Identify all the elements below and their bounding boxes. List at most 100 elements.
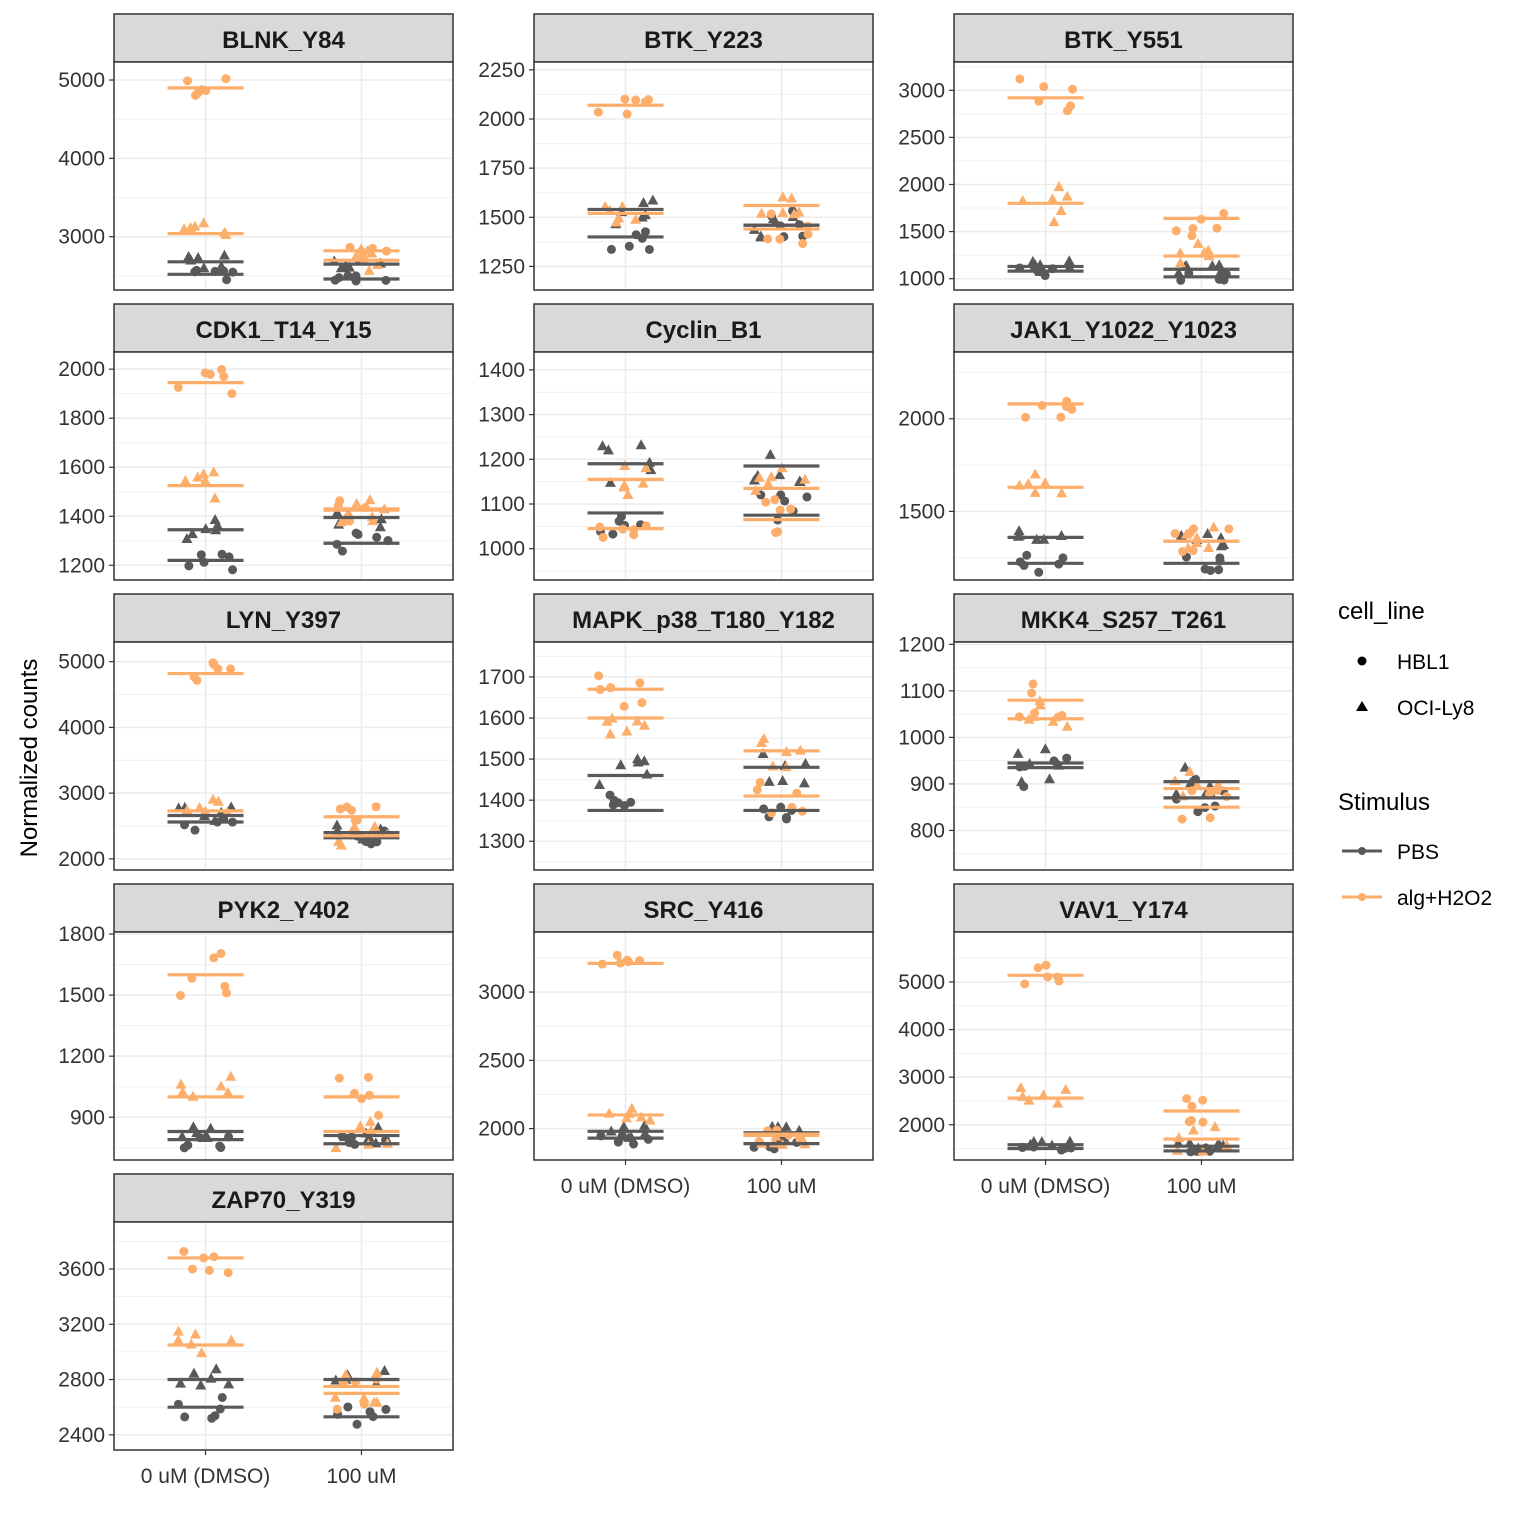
- data-point-hbl1: [1188, 524, 1198, 534]
- panel-mapk-p38-t180-y182: MAPK_p38_T180_Y182 1300 1400 1500 1600 1700: [478, 593, 874, 871]
- panel-border: [953, 931, 1294, 1161]
- data-point-ocily8: [636, 211, 648, 222]
- data-point-ocily8: [626, 1102, 638, 1113]
- data-point-ocily8: [330, 1142, 342, 1153]
- data-point-ocily8: [215, 1080, 227, 1091]
- data-point-hbl1: [1193, 807, 1203, 817]
- panel-title: LYN_Y397: [226, 607, 341, 634]
- data-point-hbl1: [215, 1141, 225, 1151]
- y-tick-label: 1200: [478, 448, 525, 471]
- data-point-hbl1: [1027, 688, 1037, 698]
- data-point-ocily8: [593, 779, 605, 790]
- data-point-ocily8: [1060, 1083, 1072, 1094]
- panel-border: [533, 931, 874, 1161]
- data-point-hbl1: [605, 790, 615, 800]
- plot-background: [954, 932, 1293, 1160]
- data-point-hbl1: [771, 528, 781, 538]
- data-point-ocily8: [1039, 477, 1051, 488]
- data-point-ocily8: [369, 820, 381, 831]
- data-point-ocily8: [225, 1070, 237, 1081]
- data-point-ocily8: [777, 207, 789, 218]
- data-point-ocily8: [798, 777, 810, 788]
- data-point-hbl1: [221, 74, 231, 84]
- data-point-ocily8: [199, 475, 211, 486]
- data-point-ocily8: [354, 1120, 366, 1131]
- data-point-ocily8: [1015, 1081, 1027, 1092]
- data-point-ocily8: [604, 476, 616, 487]
- data-point-hbl1: [175, 990, 185, 1000]
- x-tick-label: 0 uM (DMSO): [981, 1175, 1111, 1198]
- plot-background: [114, 352, 453, 580]
- data-point-hbl1: [335, 496, 345, 506]
- data-point-hbl1: [374, 1110, 384, 1120]
- data-point-hbl1: [207, 1413, 217, 1423]
- y-tick-label: 3200: [58, 1313, 105, 1336]
- data-point-hbl1: [1219, 208, 1229, 218]
- panel-border: [113, 61, 454, 291]
- panel-title: CDK1_T14_Y15: [195, 317, 371, 344]
- data-point-hbl1: [371, 802, 381, 812]
- panel-strip: [113, 13, 454, 63]
- data-point-ocily8: [758, 733, 770, 744]
- legend-key-alg-point: [1358, 893, 1366, 901]
- data-point-ocily8: [200, 1129, 212, 1140]
- data-point-hbl1: [1187, 231, 1197, 241]
- panel-jak1-y1022-y1023: JAK1_Y1022_Y1023 1500 2000: [898, 303, 1294, 581]
- data-point-hbl1: [608, 529, 618, 539]
- data-point-ocily8: [639, 719, 651, 730]
- data-point-ocily8: [610, 216, 622, 227]
- panel-strip: [113, 593, 454, 643]
- panel-border: [533, 61, 874, 291]
- plot-background: [114, 932, 453, 1160]
- data-point-hbl1: [180, 1412, 190, 1422]
- panel-border: [953, 61, 1294, 291]
- data-point-ocily8: [777, 191, 789, 202]
- panel-strip: [953, 303, 1294, 353]
- data-point-ocily8: [350, 250, 362, 261]
- panel-border: [113, 1221, 454, 1451]
- data-point-ocily8: [1170, 788, 1182, 799]
- data-point-ocily8: [597, 440, 609, 451]
- data-point-hbl1: [227, 389, 237, 399]
- data-point-hbl1: [213, 664, 223, 674]
- data-point-hbl1: [786, 504, 796, 514]
- data-point-ocily8: [1012, 747, 1024, 758]
- data-point-ocily8: [363, 264, 375, 275]
- data-point-hbl1: [179, 1247, 189, 1257]
- y-tick-label: 4000: [58, 716, 105, 739]
- data-point-hbl1: [775, 234, 785, 244]
- data-point-ocily8: [1203, 541, 1215, 552]
- data-point-hbl1: [763, 234, 773, 244]
- data-point-ocily8: [1055, 204, 1067, 215]
- y-tick-label: 1500: [478, 748, 525, 771]
- data-point-ocily8: [223, 1378, 235, 1389]
- data-point-ocily8: [1044, 773, 1056, 784]
- data-point-hbl1: [594, 671, 604, 681]
- y-tick-label: 2000: [898, 1114, 945, 1137]
- y-tick-label: 3000: [58, 226, 105, 249]
- data-point-ocily8: [364, 494, 376, 505]
- data-point-ocily8: [630, 213, 642, 224]
- data-point-hbl1: [1028, 679, 1038, 689]
- data-point-ocily8: [753, 471, 765, 482]
- plot-background: [114, 62, 453, 290]
- data-point-ocily8: [647, 194, 659, 205]
- data-point-ocily8: [210, 1363, 222, 1374]
- panel-strip: [533, 13, 874, 63]
- data-point-ocily8: [644, 1114, 656, 1125]
- data-point-ocily8: [198, 217, 210, 228]
- data-point-ocily8: [1039, 743, 1051, 754]
- y-tick-label: 2500: [478, 1049, 525, 1072]
- data-point-hbl1: [640, 227, 650, 237]
- data-point-ocily8: [179, 474, 191, 485]
- data-point-hbl1: [1182, 1094, 1192, 1104]
- data-point-ocily8: [1209, 1121, 1221, 1132]
- legend-color-title: Stimulus: [1338, 789, 1430, 816]
- data-point-ocily8: [1063, 255, 1075, 266]
- x-tick-label: 100 uM: [326, 1465, 396, 1488]
- data-point-ocily8: [1182, 542, 1194, 553]
- data-point-ocily8: [1179, 761, 1191, 772]
- data-point-hbl1: [1187, 1101, 1197, 1111]
- data-point-ocily8: [1046, 193, 1058, 204]
- data-point-ocily8: [177, 1086, 189, 1097]
